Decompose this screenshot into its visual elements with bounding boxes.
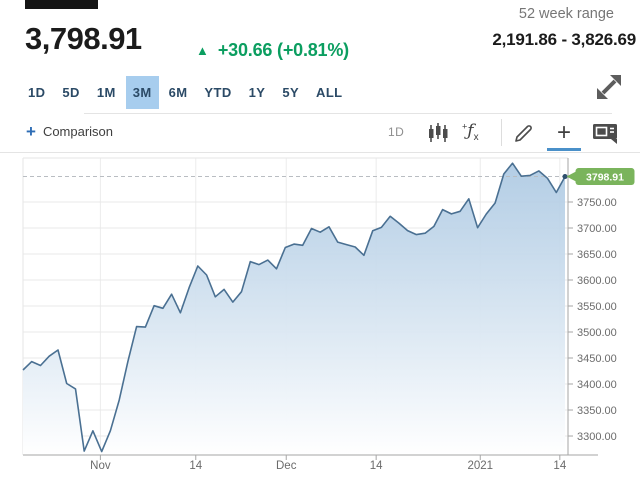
tab-5d[interactable]: 5D xyxy=(55,76,86,109)
candlestick-icon xyxy=(429,123,448,142)
x-axis-label: Nov xyxy=(90,460,111,472)
divider-line xyxy=(84,113,612,114)
price-pill-label: 3798.91 xyxy=(586,171,624,183)
tab-all[interactable]: ALL xyxy=(309,76,349,109)
toolbar-divider xyxy=(501,119,502,146)
y-axis-label: 3750.00 xyxy=(577,197,617,209)
tab-ytd[interactable]: YTD xyxy=(197,76,238,109)
tab-5y[interactable]: 5Y xyxy=(275,76,306,109)
range-label: 52 week range xyxy=(518,6,614,22)
y-axis-label: 3300.00 xyxy=(577,431,617,443)
tab-1d[interactable]: 1D xyxy=(21,76,52,109)
y-axis-label: 3700.00 xyxy=(577,223,617,235)
x-axis-label: Dec xyxy=(276,460,297,472)
x-axis-label: 2021 xyxy=(467,460,493,472)
plus-icon: + xyxy=(26,122,36,141)
tab-1m[interactable]: 1M xyxy=(90,76,123,109)
interval-selector[interactable]: 1D xyxy=(388,125,405,139)
annotation-icon xyxy=(593,124,617,144)
functions-button[interactable]: +ƒx xyxy=(462,121,479,143)
tab-3m[interactable]: 3M xyxy=(125,76,159,109)
y-axis-label: 3350.00 xyxy=(577,405,617,417)
plus-icon: + xyxy=(556,119,571,146)
range-value: 2,191.86 - 3,826.69 xyxy=(492,30,636,49)
y-axis-label: 3450.00 xyxy=(577,353,617,365)
y-axis-label: 3400.00 xyxy=(577,379,617,391)
last-price: 3,798.91 xyxy=(25,21,142,56)
x-axis-label: 14 xyxy=(553,460,566,472)
add-indicator-button[interactable]: + xyxy=(546,115,582,151)
tab-6m[interactable]: 6M xyxy=(162,76,195,109)
y-axis-label: 3550.00 xyxy=(577,301,617,313)
fifty-two-week-range: 52 week range 2,191.86 - 3,826.69 xyxy=(492,6,636,50)
x-axis-label: 14 xyxy=(189,460,202,472)
expand-arrows-icon xyxy=(597,74,621,99)
area-fill xyxy=(23,163,565,455)
divider-line xyxy=(0,152,640,153)
price-change: +30.66 (+0.81%) xyxy=(217,40,349,60)
x-axis-label: 14 xyxy=(370,460,383,472)
candlestick-button[interactable] xyxy=(426,121,450,148)
up-triangle-icon: ▲ xyxy=(196,43,209,58)
chart-toolbar: + Comparison 1D +ƒx + xyxy=(0,114,640,152)
y-axis-label: 3500.00 xyxy=(577,327,617,339)
expand-button[interactable] xyxy=(591,70,627,106)
price-pill-arrow xyxy=(566,171,576,182)
price-line xyxy=(22,162,566,453)
time-range-tabs: 1D 5D 1M 3M 6M YTD 1Y 5Y ALL xyxy=(21,76,350,109)
price-chart[interactable]: Nov 14 Dec 14 2021 14 3300.00 3350.00 3400.00 345… xyxy=(0,152,640,480)
ticker-redacted xyxy=(25,0,98,9)
active-tool-underline xyxy=(547,148,581,151)
annotation-button[interactable] xyxy=(592,121,619,148)
y-axis-label: 3650.00 xyxy=(577,249,617,261)
y-axis-label: 3600.00 xyxy=(577,275,617,287)
price-pill xyxy=(575,168,635,186)
last-point-dot xyxy=(562,174,568,180)
tab-1y[interactable]: 1Y xyxy=(242,76,273,109)
comparison-label: Comparison xyxy=(42,124,114,139)
draw-button[interactable] xyxy=(512,121,537,149)
pencil-icon xyxy=(515,125,532,142)
comparison-button[interactable]: + Comparison xyxy=(26,123,113,140)
price-change-row: ▲ +30.66 (+0.81%) xyxy=(196,40,349,61)
fx-icon: +ƒx xyxy=(462,121,479,144)
